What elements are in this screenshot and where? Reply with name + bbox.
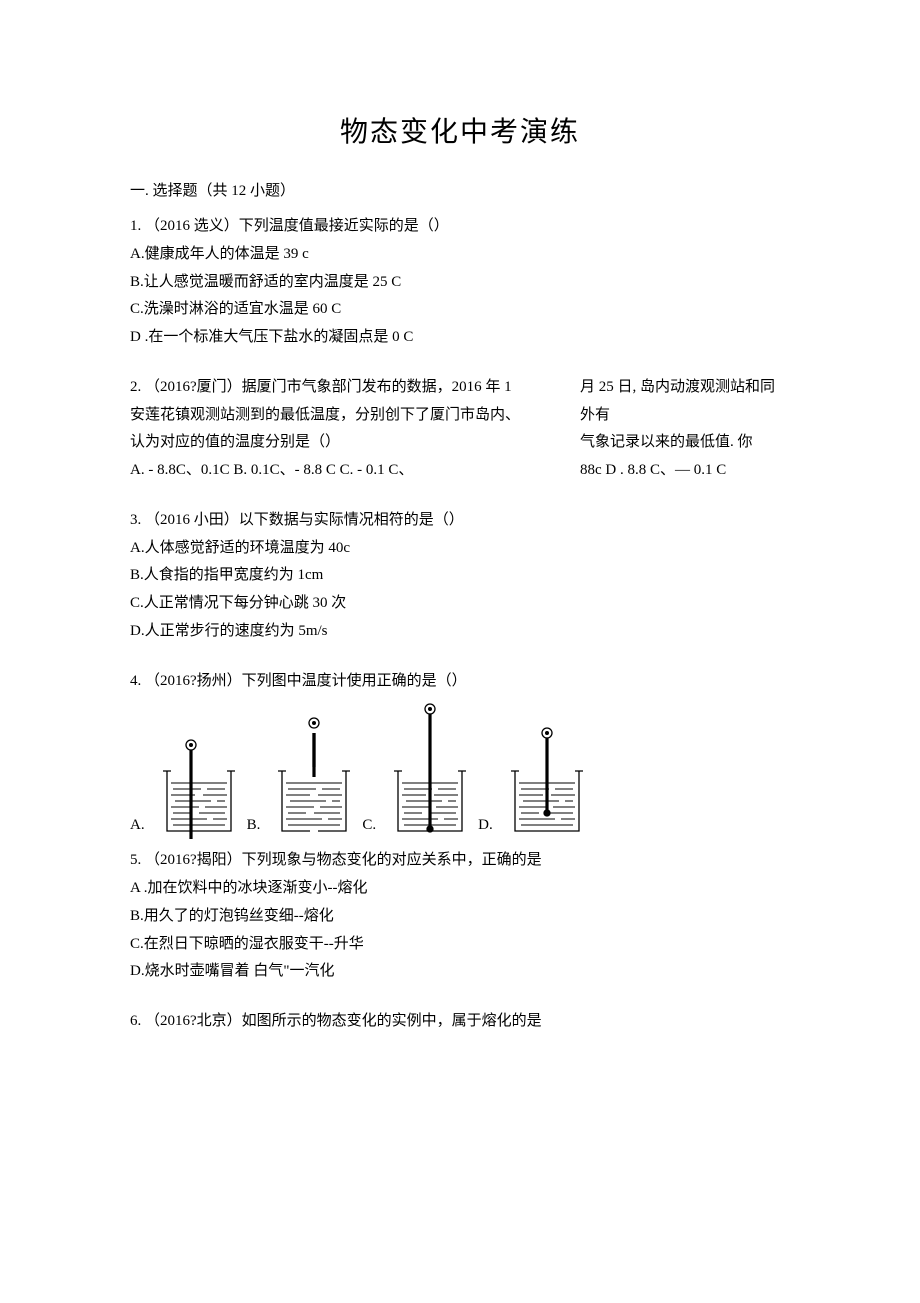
question-6: 6. （2016?北京）如图所示的物态变化的实例中，属于熔化的是	[130, 1008, 790, 1036]
q5-opt-c: C.在烈日下晾晒的湿衣服变干--升华	[130, 931, 790, 959]
question-1: 1. （2016 选义）下列温度值最接近实际的是（） A.健康成年人的体温是 3…	[130, 213, 790, 352]
q4-figure-row: A.	[130, 701, 790, 841]
q4-option-b: B.	[247, 701, 363, 841]
q1-stem: 1. （2016 选义）下列温度值最接近实际的是（）	[130, 213, 790, 241]
question-4: 4. （2016?扬州）下列图中温度计使用正确的是（） A.	[130, 668, 790, 842]
q3-opt-c: C.人正常情况下每分钟心跳 30 次	[130, 590, 790, 618]
q2-right-4: 88c D . 8.8 C、— 0.1 C	[580, 457, 790, 485]
q5-opt-b: B.用久了的灯泡钨丝变细--熔化	[130, 903, 790, 931]
q3-opt-b: B.人食指的指甲宽度约为 1cm	[130, 562, 790, 590]
question-3: 3. （2016 小田）以下数据与实际情况相符的是（） A.人体感觉舒适的环境温…	[130, 507, 790, 646]
q2-left-2: 安莲花镇观测站测到的最低温度，分别创下了厦门市岛内、	[130, 402, 556, 430]
q4-label-a: A.	[130, 812, 145, 842]
beaker-icon	[151, 701, 247, 841]
q2-left-3: 认为对应的值的温度分别是（）	[130, 429, 556, 457]
q1-opt-c: C.洗澡时淋浴的适宜水温是 60 C	[130, 296, 790, 324]
section-heading: 一. 选择题（共 12 小题）	[130, 178, 790, 205]
q1-opt-d: D .在一个标准大气压下盐水的凝固点是 0 C	[130, 324, 790, 352]
q4-option-d: D.	[478, 701, 595, 841]
q4-label-b: B.	[247, 812, 261, 842]
q6-stem: 6. （2016?北京）如图所示的物态变化的实例中，属于熔化的是	[130, 1008, 790, 1036]
q4-stem: 4. （2016?扬州）下列图中温度计使用正确的是（）	[130, 668, 790, 696]
q5-opt-d: D.烧水时壶嘴冒着 白气"一汽化	[130, 958, 790, 986]
q2-right-2: 气象记录以来的最低值. 你	[580, 429, 790, 457]
q1-opt-b: B.让人感觉温暖而舒适的室内温度是 25 C	[130, 269, 790, 297]
q3-stem: 3. （2016 小田）以下数据与实际情况相符的是（）	[130, 507, 790, 535]
q4-option-c: C.	[362, 701, 478, 841]
question-5: 5. （2016?揭阳）下列现象与物态变化的对应关系中，正确的是 A .加在饮料…	[130, 847, 790, 986]
q2-right-1: 月 25 日, 岛内动渡观测站和同 外有	[580, 374, 790, 430]
question-2: 2. （2016?厦门）据厦门市气象部门发布的数据，2016 年 1 安莲花镇观…	[130, 374, 790, 485]
q1-opt-a: A.健康成年人的体温是 39 c	[130, 241, 790, 269]
q4-label-d: D.	[478, 812, 493, 842]
q4-label-c: C.	[362, 812, 376, 842]
beaker-icon	[382, 701, 478, 841]
beaker-icon	[499, 701, 595, 841]
beaker-icon	[266, 701, 362, 841]
q3-opt-d: D.人正常步行的速度约为 5m/s	[130, 618, 790, 646]
q5-stem: 5. （2016?揭阳）下列现象与物态变化的对应关系中，正确的是	[130, 847, 790, 875]
q2-left-4: A. - 8.8C、0.1C B. 0.1C、- 8.8 C C. - 0.1 …	[130, 457, 556, 485]
q3-opt-a: A.人体感觉舒适的环境温度为 40c	[130, 535, 790, 563]
q2-left-1: 2. （2016?厦门）据厦门市气象部门发布的数据，2016 年 1	[130, 374, 556, 402]
page-title: 物态变化中考演练	[130, 110, 790, 150]
q4-option-a: A.	[130, 701, 247, 841]
q5-opt-a: A .加在饮料中的冰块逐渐变小--熔化	[130, 875, 790, 903]
